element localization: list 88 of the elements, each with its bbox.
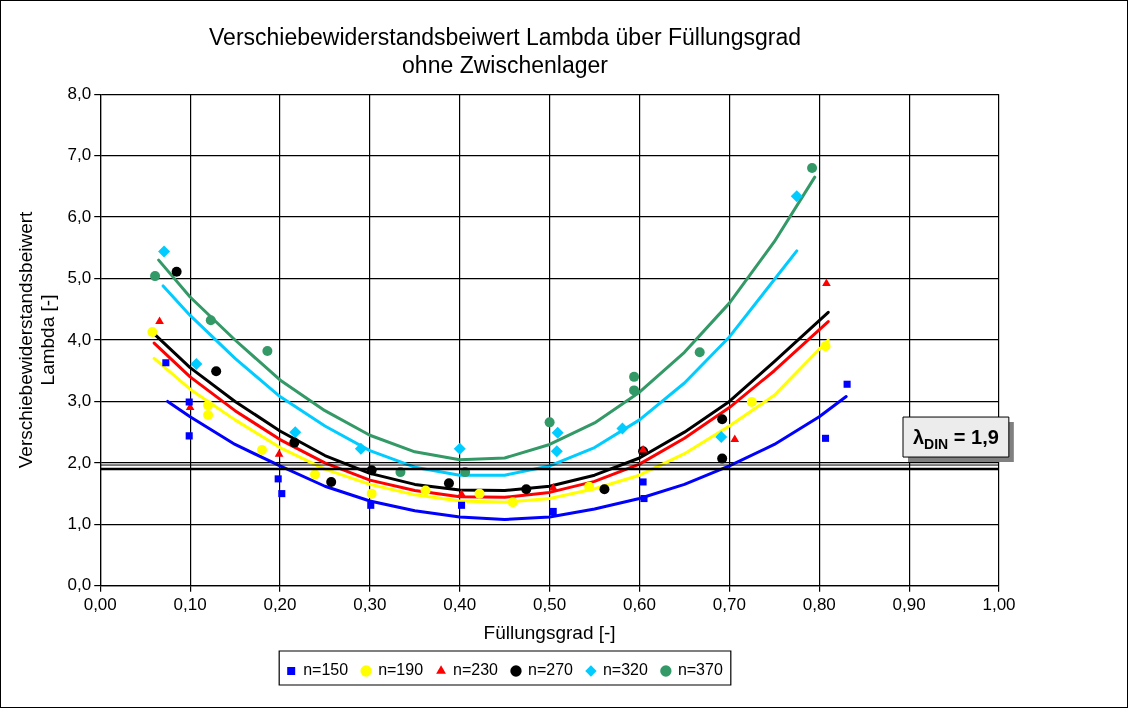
point: [211, 366, 222, 377]
y-tick-label: 3,0: [67, 391, 92, 411]
point: [521, 484, 532, 495]
y-tick-label: 4,0: [67, 329, 92, 349]
chart-subtitle: ohne Zwischenlager: [402, 51, 609, 78]
legend-label: n=230: [453, 661, 499, 679]
point: [443, 478, 454, 489]
point: [822, 278, 831, 286]
point: [274, 449, 284, 457]
point: [551, 426, 564, 439]
legend-label: n=320: [602, 661, 648, 679]
y-tick-label: 0,0: [67, 575, 92, 595]
point: [155, 316, 164, 325]
point: [548, 483, 558, 491]
point: [820, 341, 831, 352]
point: [457, 489, 466, 497]
y-tick-label: 6,0: [67, 206, 92, 226]
chart-title: Verschiebewiderstandsbeiwert Lambda über Füllungsgrad: [209, 24, 801, 51]
point: [158, 245, 171, 258]
point: [257, 445, 268, 455]
x-tick-label: 0,60: [622, 594, 657, 614]
x-tick-label: 0,20: [263, 594, 297, 614]
x-tick-label: 1,00: [982, 594, 1016, 614]
x-tick-label: 0,00: [83, 594, 117, 614]
x-tick-label: 0,90: [892, 594, 926, 614]
point: [717, 414, 728, 425]
point: [278, 490, 286, 498]
x-tick-label: 0,10: [173, 594, 207, 614]
point: [366, 488, 377, 499]
point: [367, 501, 375, 509]
point: [584, 481, 595, 492]
x-tick-label: 0,30: [353, 594, 387, 614]
point: [203, 400, 214, 411]
point: [162, 359, 170, 367]
point: [639, 478, 647, 486]
point: [730, 434, 740, 443]
point: [599, 484, 610, 495]
point: [616, 422, 629, 435]
point: [310, 469, 321, 480]
point: [550, 445, 563, 458]
point: [185, 398, 193, 406]
point: [790, 190, 803, 203]
x-tick-label: 0,70: [712, 594, 746, 614]
y-tick-label: 5,0: [67, 268, 92, 288]
point: [629, 385, 640, 396]
point: [420, 485, 431, 496]
legend-label: n=190: [378, 661, 424, 679]
point: [746, 397, 757, 408]
point: [150, 271, 161, 282]
point: [190, 357, 203, 370]
point: [185, 432, 193, 440]
legend-label: n=370: [677, 661, 723, 679]
point: [629, 371, 640, 382]
legend-label: n=150: [303, 661, 349, 679]
point: [474, 488, 485, 499]
point: [822, 434, 830, 442]
y-tick-label: 2,0: [67, 452, 92, 472]
legend-label: n=270: [528, 661, 574, 679]
point: [715, 431, 728, 444]
x-tick-label: 0,40: [443, 594, 477, 614]
point: [694, 347, 705, 358]
y-tick-label: 1,0: [67, 514, 92, 534]
point: [843, 380, 851, 388]
y-tick-label: 7,0: [67, 145, 92, 165]
point: [203, 409, 214, 420]
point: [549, 507, 557, 515]
x-axis-title: Füllungsgrad [-]: [483, 621, 616, 643]
point: [274, 475, 282, 483]
point: [262, 346, 273, 357]
point: [544, 417, 555, 428]
point: [354, 442, 367, 455]
point: [289, 437, 300, 448]
point: [807, 162, 818, 173]
y-tick-label: 8,0: [67, 83, 92, 103]
point: [638, 445, 648, 453]
point: [289, 426, 302, 439]
x-tick-label: 0,50: [533, 594, 567, 614]
point: [507, 497, 518, 508]
point: [326, 476, 337, 487]
point: [453, 442, 466, 455]
y-axis-title: Verschiebewiderstandsbeiwert Lambda [-]: [14, 210, 59, 469]
point: [640, 495, 648, 503]
point: [171, 266, 182, 277]
point: [205, 315, 216, 326]
point: [147, 327, 158, 338]
point: [717, 453, 728, 464]
x-tick-label: 0,80: [802, 594, 836, 614]
point: [458, 501, 466, 509]
